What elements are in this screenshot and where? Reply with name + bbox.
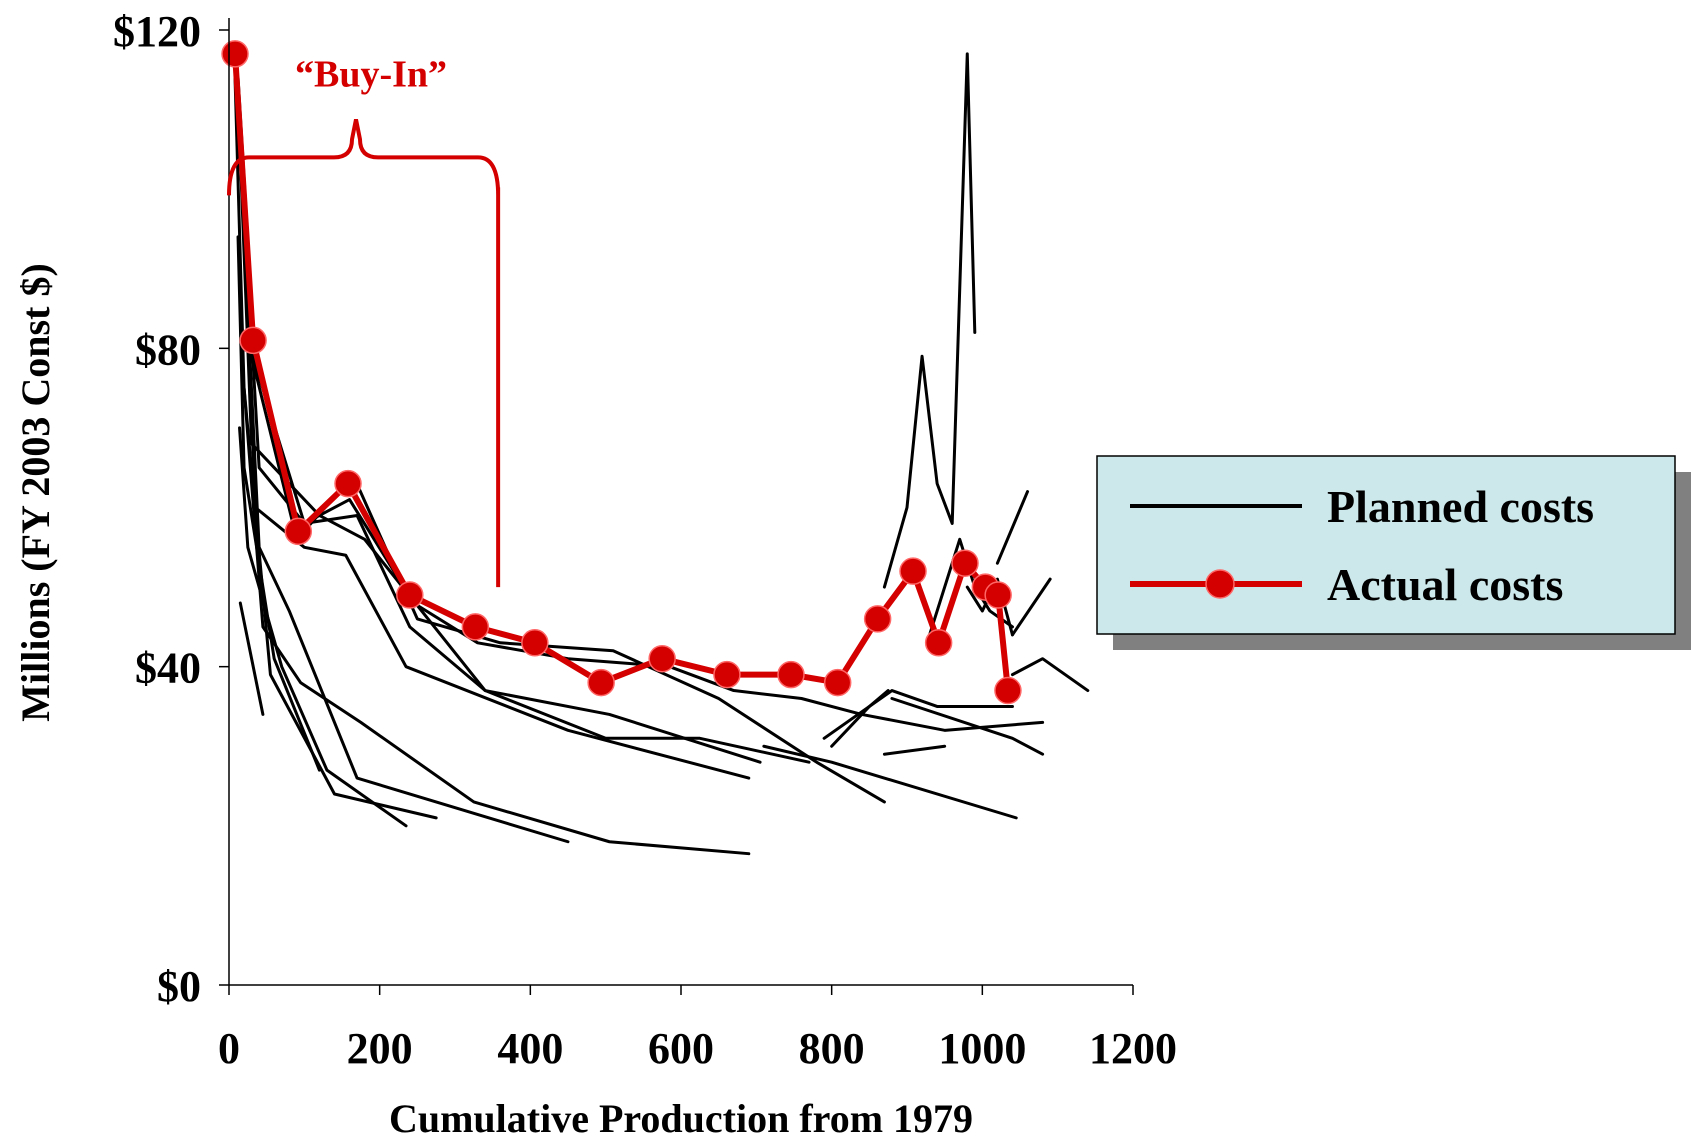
actual-point-12 [823, 668, 852, 697]
legend-label-planned: Planned costs [1327, 481, 1594, 532]
actual-point-15 [924, 629, 953, 657]
actual-point-18 [984, 581, 1012, 609]
x-tick-label: 200 [347, 1024, 413, 1073]
planned-line-13 [822, 689, 1014, 740]
planned-line-8 [235, 60, 762, 764]
buy-in-annotation: “Buy-In” [227, 53, 501, 588]
actual-point-2 [239, 326, 267, 355]
actual-point-1 [221, 40, 249, 68]
planned-line-15 [890, 697, 1045, 756]
actual-point-16 [951, 549, 979, 577]
legend: Planned costs Actual costs [1096, 455, 1691, 650]
y-tick-label: $0 [157, 962, 201, 1011]
planned-line-6 [242, 386, 751, 856]
actual-point-3 [284, 517, 313, 546]
buy-in-label: “Buy-In” [295, 53, 447, 95]
planned-line-20 [882, 52, 977, 589]
axes: $0 $40 $80 $120 0 200 400 600 800 1000 1200 [113, 7, 1177, 1073]
planned-line-17 [1010, 657, 1090, 693]
actual-point-13 [863, 605, 892, 633]
planned-line-7 [236, 92, 751, 780]
planned-line-4 [233, 76, 438, 820]
x-tick-label: 1000 [938, 1024, 1026, 1073]
legend-marker-actual [1205, 569, 1235, 599]
x-tick-label: 400 [497, 1024, 563, 1073]
planned-line-16 [882, 744, 947, 756]
planned-line-18 [1010, 577, 1052, 637]
actual-point-9 [648, 644, 676, 673]
actual-point-5 [396, 581, 424, 609]
x-tick-label: 800 [799, 1024, 865, 1073]
x-tick-label: 600 [648, 1024, 714, 1073]
y-tick-label: $40 [135, 644, 201, 693]
actual-point-6 [461, 613, 490, 641]
actual-point-4 [334, 469, 362, 498]
legend-box [1096, 455, 1676, 635]
actual-cost-series [221, 40, 1022, 705]
planned-line-9 [236, 100, 811, 764]
actual-point-10 [713, 660, 741, 689]
y-tick-label: $80 [135, 325, 201, 374]
legend-label-actual: Actual costs [1327, 559, 1563, 610]
actual-point-8 [587, 668, 615, 697]
x-axis-title: Cumulative Production from 1979 [389, 1096, 973, 1141]
actual-point-14 [899, 557, 927, 585]
x-tick-label: 1200 [1089, 1024, 1177, 1073]
planned-line-3 [238, 426, 408, 828]
buy-in-brace [227, 118, 501, 588]
y-axis-title: Millions (FY 2003 Const $) [13, 263, 58, 722]
planned-line-1 [238, 601, 265, 716]
planned-cost-lines [233, 44, 1090, 856]
planned-line-14 [762, 744, 1018, 820]
actual-point-11 [777, 660, 805, 689]
actual-point-7 [521, 629, 549, 657]
x-tick-label: 0 [218, 1024, 240, 1073]
planned-line-19 [995, 490, 1030, 565]
actual-point-19 [994, 676, 1022, 705]
y-tick-label: $120 [113, 7, 201, 56]
planned-line-11 [236, 76, 1045, 732]
